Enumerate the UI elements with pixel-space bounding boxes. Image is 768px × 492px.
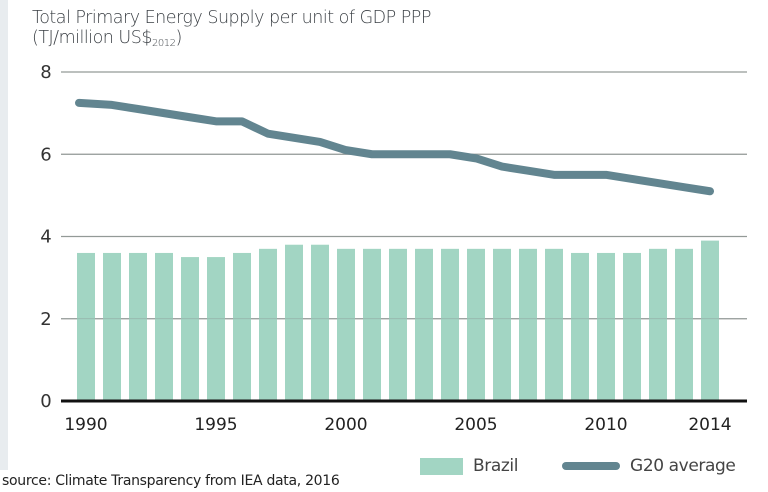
chart-unit: (TJ/million US$2012) xyxy=(32,28,431,54)
x-axis-ticks: 1990 1995 2000 2005 2010 2014 xyxy=(64,415,731,435)
legend-swatch-brazil xyxy=(420,457,463,475)
bar-brazil-1997 xyxy=(259,248,277,401)
line-g20-average xyxy=(75,98,714,196)
unit-subscript: 2012 xyxy=(151,38,176,49)
y-tick-label: 8 xyxy=(40,62,51,83)
x-tick-label: 2014 xyxy=(688,415,731,435)
legend-label-brazil: Brazil xyxy=(473,456,519,476)
bar-brazil-2008 xyxy=(545,248,563,401)
bar-brazil-2010 xyxy=(597,252,615,401)
bar-brazil-2001 xyxy=(363,248,381,401)
bar-brazil-1995 xyxy=(207,257,225,401)
y-tick-label: 6 xyxy=(40,144,51,165)
legend-swatch-g20 xyxy=(562,462,621,470)
bar-brazil-2009 xyxy=(571,252,589,401)
bar-brazil-2002 xyxy=(389,248,407,401)
unit-suffix: ) xyxy=(175,28,182,48)
bar-brazil-1998 xyxy=(285,244,303,401)
bar-brazil-1992 xyxy=(129,252,147,401)
bar-brazil-1996 xyxy=(233,252,251,401)
y-tick-label: 4 xyxy=(40,227,51,248)
bars-brazil xyxy=(77,240,719,401)
bar-brazil-2003 xyxy=(415,248,433,401)
bar-brazil-2004 xyxy=(441,248,459,401)
bar-brazil-2007 xyxy=(519,248,537,401)
bar-brazil-2011 xyxy=(623,252,641,401)
unit-prefix: (TJ/million US$ xyxy=(32,28,152,48)
bar-brazil-2006 xyxy=(493,248,511,401)
bar-brazil-2005 xyxy=(467,248,485,401)
bar-brazil-1993 xyxy=(155,252,173,401)
bar-brazil-2014 xyxy=(701,240,719,401)
bar-brazil-1999 xyxy=(311,244,329,401)
bar-brazil-1991 xyxy=(103,252,121,401)
y-axis-ticks: 0 2 4 6 8 xyxy=(40,62,51,412)
bar-brazil-2013 xyxy=(675,248,693,401)
x-tick-label: 2010 xyxy=(584,415,627,435)
left-border-strip xyxy=(0,0,8,470)
legend: Brazil G20 average xyxy=(420,456,736,476)
x-tick-label: 1990 xyxy=(64,415,107,435)
y-tick-label: 0 xyxy=(40,391,51,412)
source-note: source: Climate Transparency from IEA da… xyxy=(2,473,340,489)
bar-brazil-2000 xyxy=(337,248,355,401)
chart-title: Total Primary Energy Supply per unit of … xyxy=(32,8,431,54)
x-tick-label: 1995 xyxy=(194,415,237,435)
bar-brazil-2012 xyxy=(649,248,667,401)
x-tick-label: 2005 xyxy=(454,415,497,435)
y-tick-label: 2 xyxy=(40,309,51,330)
gridlines-overlay xyxy=(61,71,747,320)
legend-label-g20: G20 average xyxy=(630,456,736,476)
bar-brazil-1990 xyxy=(77,252,95,401)
x-tick-label: 2000 xyxy=(324,415,367,435)
bar-brazil-1994 xyxy=(181,257,199,401)
chart-title-main: Total Primary Energy Supply per unit of … xyxy=(32,8,431,28)
